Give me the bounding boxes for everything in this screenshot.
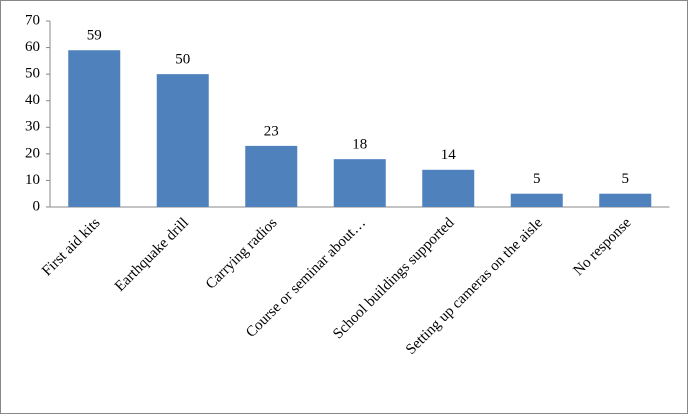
y-tick-label: 30 <box>25 119 40 135</box>
y-tick-label: 40 <box>25 92 40 108</box>
data-label: 59 <box>87 28 102 44</box>
y-tick-label: 60 <box>25 39 40 55</box>
y-tick-label: 0 <box>33 198 41 214</box>
data-label: 5 <box>622 171 630 187</box>
bar <box>156 74 209 208</box>
data-label: 14 <box>441 147 457 163</box>
y-tick-label: 50 <box>25 66 40 82</box>
y-tick-label: 20 <box>25 145 40 161</box>
bar <box>68 50 121 207</box>
bar <box>245 145 298 207</box>
bar <box>422 169 475 207</box>
data-label: 50 <box>175 52 190 68</box>
y-tick-label: 10 <box>25 172 40 188</box>
data-label: 18 <box>352 137 367 153</box>
bar <box>599 193 652 207</box>
y-tick-label: 70 <box>25 12 40 28</box>
bar <box>333 159 386 207</box>
data-label: 5 <box>533 171 541 187</box>
data-label: 23 <box>264 123 279 139</box>
bar <box>510 193 563 207</box>
